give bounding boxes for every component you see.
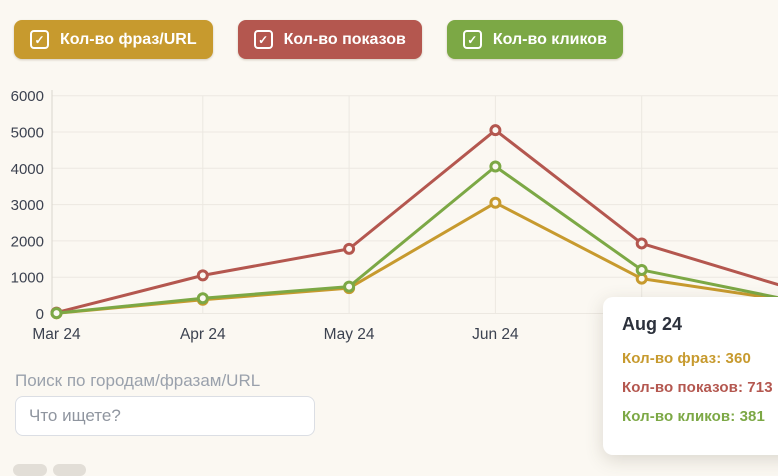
legend-button-label: Кол-во показов [283, 30, 406, 48]
svg-text:2000: 2000 [11, 233, 44, 250]
chart-tooltip: Aug 24 Кол-во фраз: 360 Кол-во показов: 7… [603, 297, 778, 455]
bottom-cutoff-button-2[interactable] [53, 464, 86, 476]
checkbox-checked-icon: ✓ [253, 30, 273, 49]
tooltip-title: Aug 24 [622, 314, 683, 334]
svg-text:4000: 4000 [11, 161, 44, 178]
tooltip-row: Кол-во фраз: 360 [622, 350, 751, 367]
legend-toggle-button[interactable]: ✓ Кол-во показов [237, 20, 422, 59]
legend-button-label: Кол-во фраз/URL [60, 30, 197, 48]
legend-toggle-button[interactable]: ✓ Кол-во кликов [446, 20, 623, 59]
tooltip-row: Кол-во показов: 713 [622, 379, 773, 396]
search-label: Поиск по городам/фразам/URL [15, 371, 261, 390]
checkbox-checked-icon: ✓ [462, 30, 482, 49]
svg-text:May 24: May 24 [324, 326, 375, 343]
svg-text:3000: 3000 [11, 197, 44, 214]
svg-text:5000: 5000 [11, 125, 44, 142]
tooltip-rows: Кол-во фраз: 360 Кол-во показов: 713 Кол-в… [622, 350, 778, 425]
legend-button-label: Кол-во кликов [492, 30, 607, 48]
tooltip-row: Кол-во кликов: 381 [622, 408, 765, 425]
checkbox-checked-icon: ✓ [30, 30, 49, 49]
svg-text:0: 0 [36, 306, 44, 323]
line-chart[interactable]: 0 1000 2000 3000 4000 5000 6000 Mar 24 Apr 24 May… [0, 0, 778, 352]
svg-text:Jun 24: Jun 24 [472, 326, 519, 343]
svg-text:Mar 24: Mar 24 [32, 326, 81, 343]
svg-text:1000: 1000 [11, 270, 44, 287]
search-input[interactable] [15, 396, 315, 436]
chart-legend: ✓ Кол-во фраз/URL ✓ Кол-во показов ✓ Кол… [14, 20, 623, 59]
svg-text:Apr 24: Apr 24 [180, 326, 226, 343]
legend-toggle-button[interactable]: ✓ Кол-во фраз/URL [14, 20, 213, 59]
bottom-cutoff-button-1[interactable] [13, 464, 47, 476]
svg-text:6000: 6000 [11, 88, 44, 105]
